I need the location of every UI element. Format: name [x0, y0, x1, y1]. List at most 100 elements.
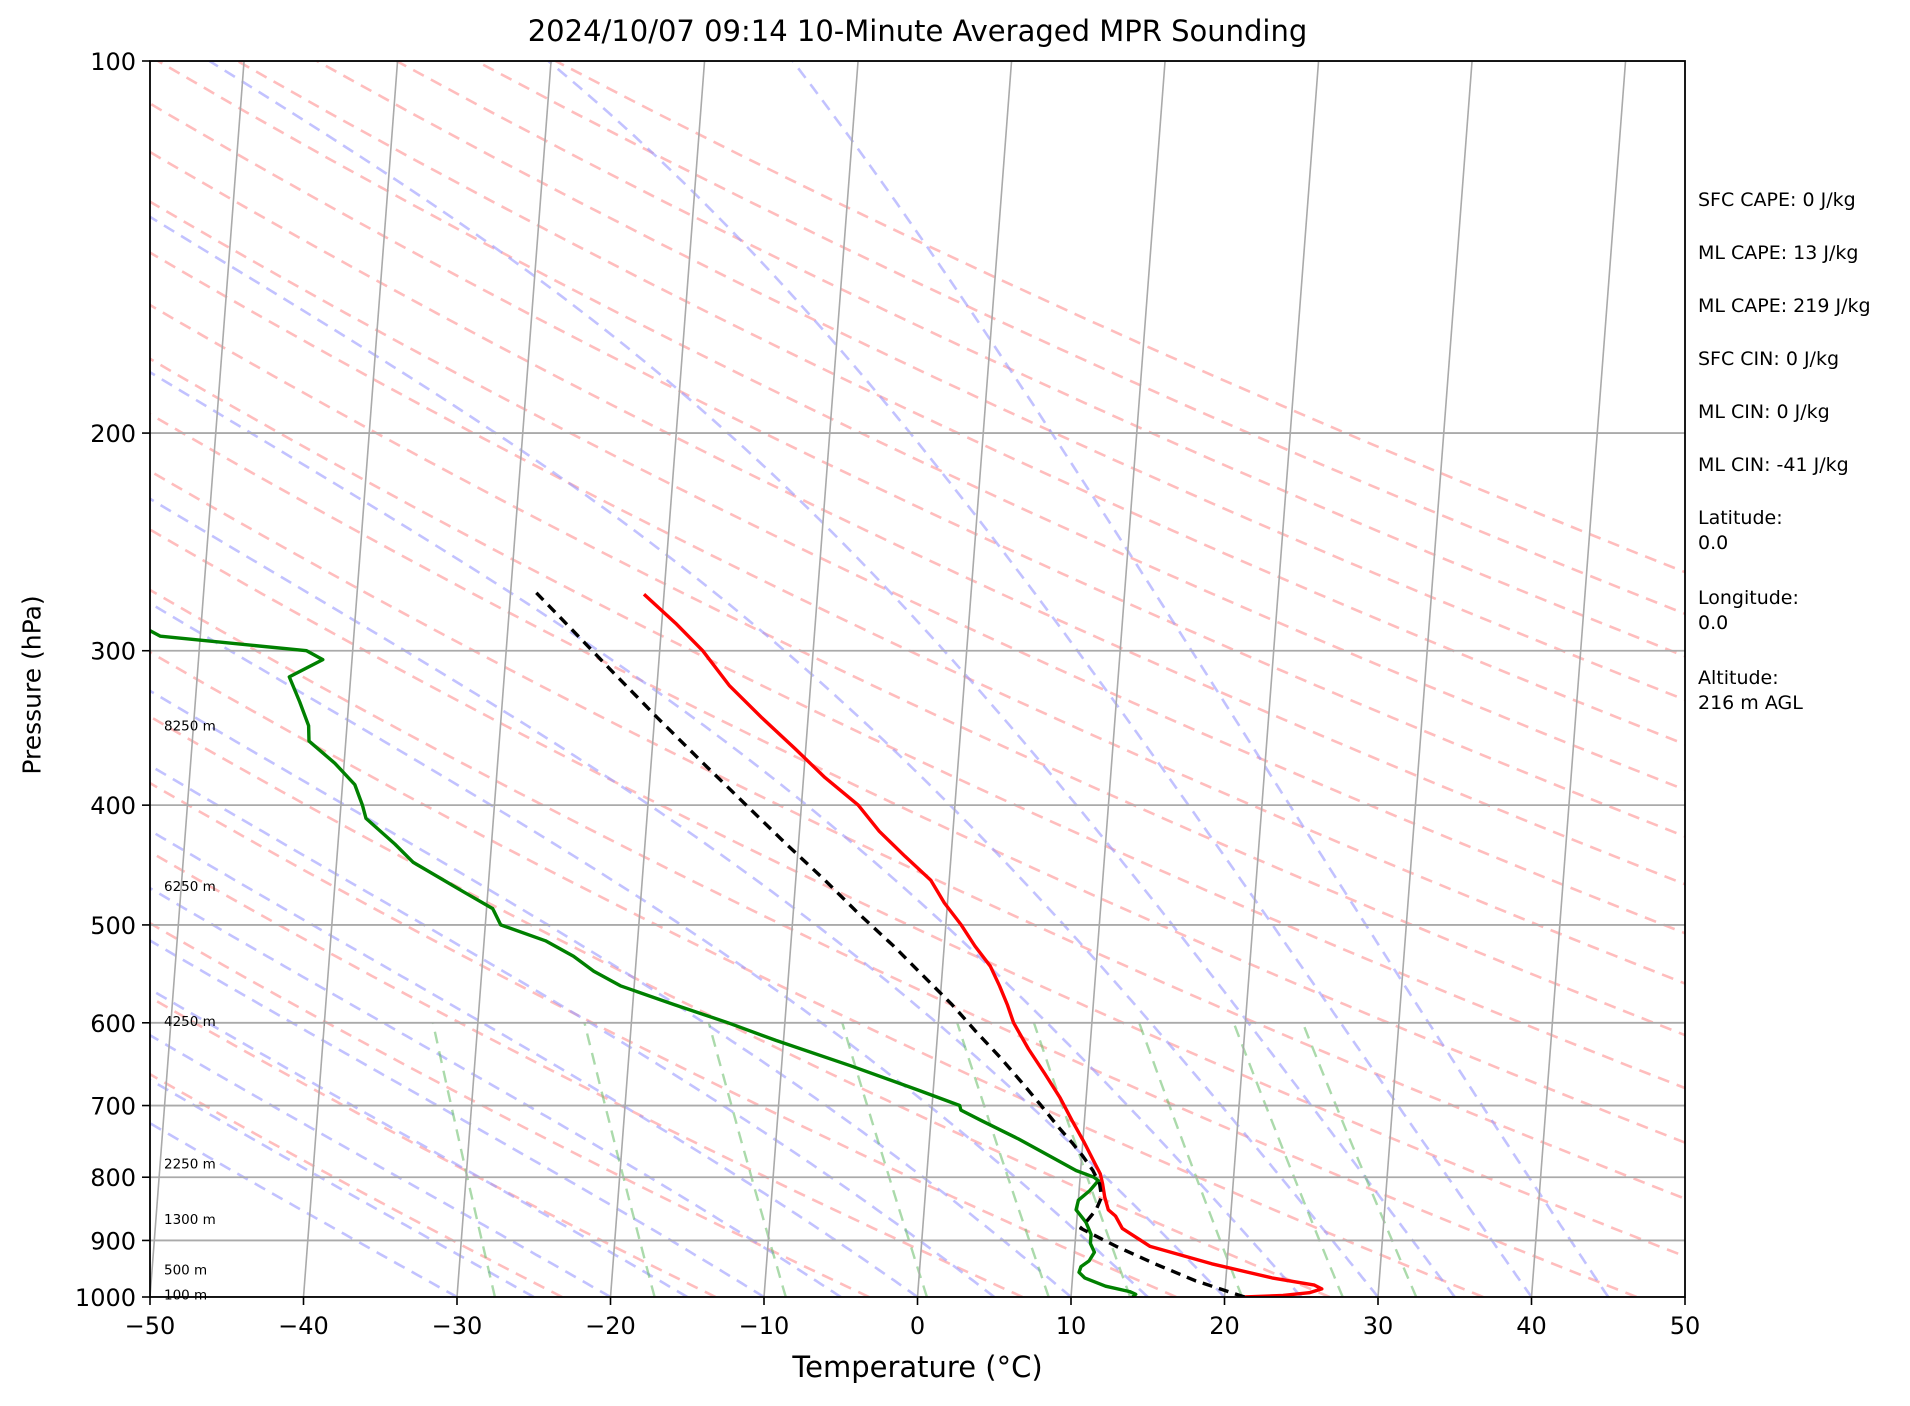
dry-adiabat-line: [150, 850, 1024, 1297]
dry-adiabat-line: [150, 588, 1638, 1297]
info-item: Altitude: 216 m AGL: [1698, 666, 1903, 716]
height-label: 1300 m: [164, 1212, 216, 1228]
dry-adiabat-line: [150, 921, 870, 1297]
dry-adiabat-line: [150, 200, 1685, 935]
y-tick-label: 800: [90, 1164, 136, 1192]
x-axis-label: Temperature (°C): [792, 1350, 1043, 1384]
info-text: ML CAPE: 13 J/kg: [1698, 242, 1859, 264]
info-text: Longitude:: [1698, 587, 1799, 609]
info-text: ML CIN: 0 J/kg: [1698, 401, 1830, 423]
x-tick-label: 50: [1670, 1312, 1701, 1340]
info-text: SFC CAPE: 0 J/kg: [1698, 189, 1856, 211]
isotherm-line: [302, 61, 399, 1297]
mixing-ratio-line: [431, 1022, 497, 1297]
info-item: SFC CAPE: 0 J/kg: [1698, 188, 1903, 213]
x-tick-label: −30: [432, 1312, 483, 1340]
y-tick-label: 500: [90, 912, 136, 940]
y-tick-label: 300: [90, 638, 136, 666]
info-text: 216 m AGL: [1698, 692, 1803, 714]
height-label: 500 m: [164, 1262, 207, 1278]
x-tick-label: −20: [585, 1312, 636, 1340]
y-tick-label: 100: [90, 48, 136, 76]
x-tick-label: −10: [739, 1312, 790, 1340]
dry-adiabat-line: [236, 61, 1685, 746]
info-text: ML CAPE: 219 J/kg: [1698, 295, 1871, 317]
mixing-ratio-line: [1232, 1022, 1344, 1297]
height-label: 6250 m: [164, 879, 216, 895]
sounding-info-panel: SFC CAPE: 0 J/kg ML CAPE: 13 J/kg ML CAPE:…: [1698, 188, 1903, 746]
height-label: 4250 m: [164, 1014, 216, 1030]
parcel-path-line: [532, 589, 1246, 1297]
y-tick-label: 400: [90, 792, 136, 820]
info-text: Altitude:: [1698, 667, 1779, 689]
background-lines: [150, 61, 1685, 1297]
dry-adiabat-line: [150, 150, 1685, 886]
chart-title: 2024/10/07 09:14 10-Minute Averaged MPR …: [527, 14, 1308, 48]
moist-adiabat-line: [150, 939, 765, 1297]
height-label: 100 m: [164, 1287, 207, 1303]
info-item: ML CIN: -41 J/kg: [1698, 453, 1903, 478]
moist-adiabat-line: [150, 689, 1072, 1297]
x-tick-label: −50: [125, 1312, 176, 1340]
y-tick-label: 900: [90, 1227, 136, 1255]
info-item: ML CIN: 0 J/kg: [1698, 400, 1903, 425]
mixing-ratio-line: [956, 1022, 1050, 1297]
info-item: ML CAPE: 219 J/kg: [1698, 294, 1903, 319]
moist-adiabat-line: [150, 215, 1380, 1297]
dry-adiabat-line: [316, 61, 1685, 702]
dry-adiabat-line: [150, 781, 1177, 1297]
y-tick-label: 600: [90, 1010, 136, 1038]
moist-adiabat-line: [150, 370, 1303, 1297]
dry-adiabat-line: [150, 412, 1685, 1144]
x-tick-label: 30: [1363, 1312, 1394, 1340]
plot-frame: [149, 60, 1686, 1298]
sounding-series: [150, 589, 1324, 1297]
info-item: SFC CIN: 0 J/kg: [1698, 347, 1903, 372]
height-label: 8250 m: [164, 719, 216, 735]
moist-adiabat-line: [547, 61, 1533, 1297]
isotherm-line: [1223, 61, 1320, 1297]
moist-adiabat-line: [150, 497, 1226, 1297]
mixing-ratio-line: [1138, 1022, 1244, 1297]
isotherm-line: [609, 61, 706, 1297]
x-tick-label: 0: [910, 1312, 925, 1340]
isotherm-line: [1530, 61, 1627, 1297]
isotherm-line: [916, 61, 1013, 1297]
y-tick-label: 200: [90, 420, 136, 448]
dry-adiabat-line: [150, 650, 1484, 1297]
info-text: Latitude:: [1698, 507, 1783, 529]
x-tick-label: 20: [1209, 1312, 1240, 1340]
temperature-profile-line: [642, 592, 1324, 1297]
dry-adiabat-line: [150, 1072, 563, 1297]
info-item: Latitude: 0.0: [1698, 506, 1903, 556]
moist-adiabat-line: [150, 886, 842, 1297]
y-tick-label: 700: [90, 1093, 136, 1121]
dry-adiabat-line: [150, 357, 1685, 1090]
info-text: 0.0: [1698, 532, 1729, 554]
dry-adiabat-line: [157, 61, 1685, 792]
y-tick-label: 1000: [75, 1284, 136, 1312]
moist-adiabat-line: [208, 61, 1456, 1297]
isotherm-line: [1070, 61, 1166, 1297]
dry-adiabat-line: [555, 61, 1685, 574]
info-text: ML CIN: -41 J/kg: [1698, 454, 1849, 476]
x-tick-label: 40: [1516, 1312, 1547, 1340]
dry-adiabat-line: [395, 61, 1685, 658]
isotherm-line: [1377, 61, 1473, 1297]
mixing-ratio-line: [1301, 1022, 1418, 1297]
mixing-ratio-line: [841, 1022, 929, 1297]
moist-adiabat-line: [150, 764, 996, 1297]
dry-adiabat-line: [150, 251, 1685, 985]
moist-adiabat-line: [150, 828, 919, 1297]
dry-adiabat-line: [150, 469, 1685, 1201]
dewpoint-profile-line: [150, 628, 1138, 1297]
moist-adiabat-line: [791, 61, 1610, 1297]
x-tick-label: 10: [1056, 1312, 1087, 1340]
moist-adiabat-line: [150, 601, 1149, 1297]
isotherm-line: [456, 61, 552, 1297]
isotherm-line: [763, 61, 859, 1297]
dry-adiabat-line: [150, 528, 1685, 1258]
info-item: ML CAPE: 13 J/kg: [1698, 241, 1903, 266]
